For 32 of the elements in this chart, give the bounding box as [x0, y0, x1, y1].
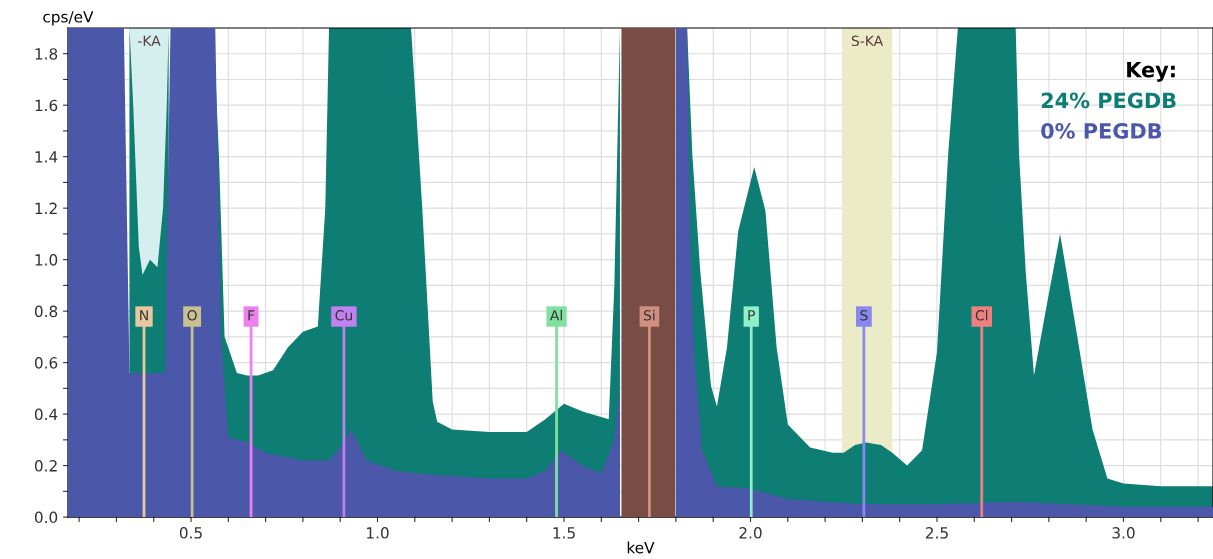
x-tick-label: 2.5: [925, 527, 948, 539]
x-tick-label: 2.0: [739, 527, 762, 539]
ref-line-label: Si: [643, 309, 655, 321]
ref-line-label: Cl: [975, 309, 988, 321]
x-tick-label: 1.5: [553, 527, 575, 539]
y-tick-label: 1.2: [35, 202, 57, 214]
ref-line-label: O: [187, 310, 197, 321]
y-tick-label: 0.8: [34, 305, 58, 318]
series-label: 24% PEGDB: [1041, 92, 1176, 109]
ref-line-label: N: [140, 310, 148, 321]
band-label: -KA: [138, 35, 161, 46]
y-tick-label: 1.4: [35, 151, 58, 163]
y-tick-label: 0.2: [34, 460, 57, 472]
y-tick-label: 1.6: [35, 99, 58, 112]
ref-line-label: P: [748, 310, 755, 321]
ref-line-label: F: [248, 310, 255, 321]
x-tick-label: 3.0: [1112, 527, 1135, 539]
legend-title: Key:: [1127, 62, 1175, 82]
ref-line-label: Cu: [335, 310, 352, 321]
x-axis-title: keV: [627, 541, 655, 554]
band-label: S-KA: [851, 35, 884, 47]
y-tick-label: 1.0: [35, 254, 58, 266]
text: 0% PEGDB: [1041, 123, 1162, 139]
y-tick-label: 0.6: [34, 357, 58, 369]
y-tick-label: 0.0: [34, 511, 58, 524]
ref-line-label: Al: [549, 309, 562, 321]
x-tick-label: 1.0: [367, 527, 389, 539]
ref-line-label: S: [860, 310, 868, 321]
y-tick-label: 1.8: [35, 48, 58, 60]
y-axis-title: cps/eV: [43, 11, 94, 26]
y-tick-label: 0.4: [34, 408, 58, 421]
x-tick-label: 0.5: [179, 527, 202, 539]
